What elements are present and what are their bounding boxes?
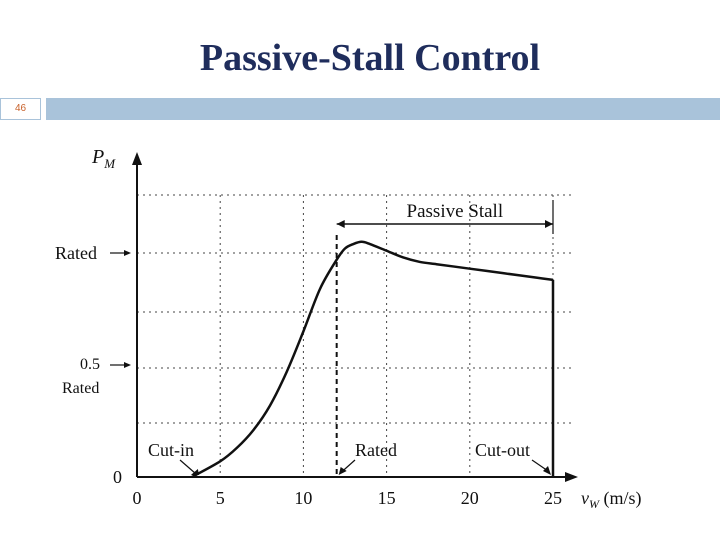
- passive-stall-arrow-left: [336, 220, 345, 228]
- passive-stall-label: Passive Stall: [407, 201, 504, 222]
- x-axis-label: vW (m/s): [581, 488, 642, 511]
- x-axis-arrow: [565, 472, 578, 482]
- grid-lines: [137, 194, 575, 477]
- rated-label: Rated: [355, 440, 397, 460]
- cut-out-arrowhead: [543, 466, 551, 475]
- y-tick-label: 0.5: [80, 356, 100, 373]
- cut-out-label: Cut-out: [475, 440, 530, 460]
- y-axis-label: PM: [91, 146, 116, 171]
- y-tick-arrowhead: [124, 250, 131, 256]
- x-tick-label: 10: [294, 488, 312, 508]
- x-tick-label: 20: [461, 488, 479, 508]
- y-tick-label: Rated: [55, 243, 97, 263]
- y-tick-arrowhead: [124, 362, 131, 368]
- header-bar: [46, 98, 720, 120]
- x-tick-label: 5: [216, 488, 225, 508]
- x-tick-label: 25: [544, 488, 562, 508]
- power-curve: [191, 235, 555, 479]
- y-tick-label: Rated: [62, 380, 99, 397]
- x-tick-label: 0: [133, 488, 142, 508]
- slide-title: Passive-Stall Control: [199, 37, 541, 79]
- passive-stall-arrow-right: [545, 220, 553, 228]
- tick-labels: 0 0.5 Rated Rated 0 5 10 15 20 25 vW (m/s): [55, 243, 642, 511]
- series-line: [191, 240, 554, 479]
- slide-number: 46: [0, 98, 41, 120]
- x-tick-label: 15: [378, 488, 396, 508]
- cut-in-label: Cut-in: [148, 440, 194, 460]
- rated-arrowhead: [338, 467, 347, 475]
- annotations: Passive Stall Cut-in Rated Cut-out: [148, 200, 554, 475]
- axes: PM: [91, 146, 578, 482]
- rated-pointer: [342, 459, 356, 472]
- y-tick-label: 0: [113, 467, 122, 487]
- y-axis-arrow: [132, 152, 142, 165]
- cut-in-arrowhead: [190, 469, 199, 475]
- cut-in-pointer: [179, 459, 196, 474]
